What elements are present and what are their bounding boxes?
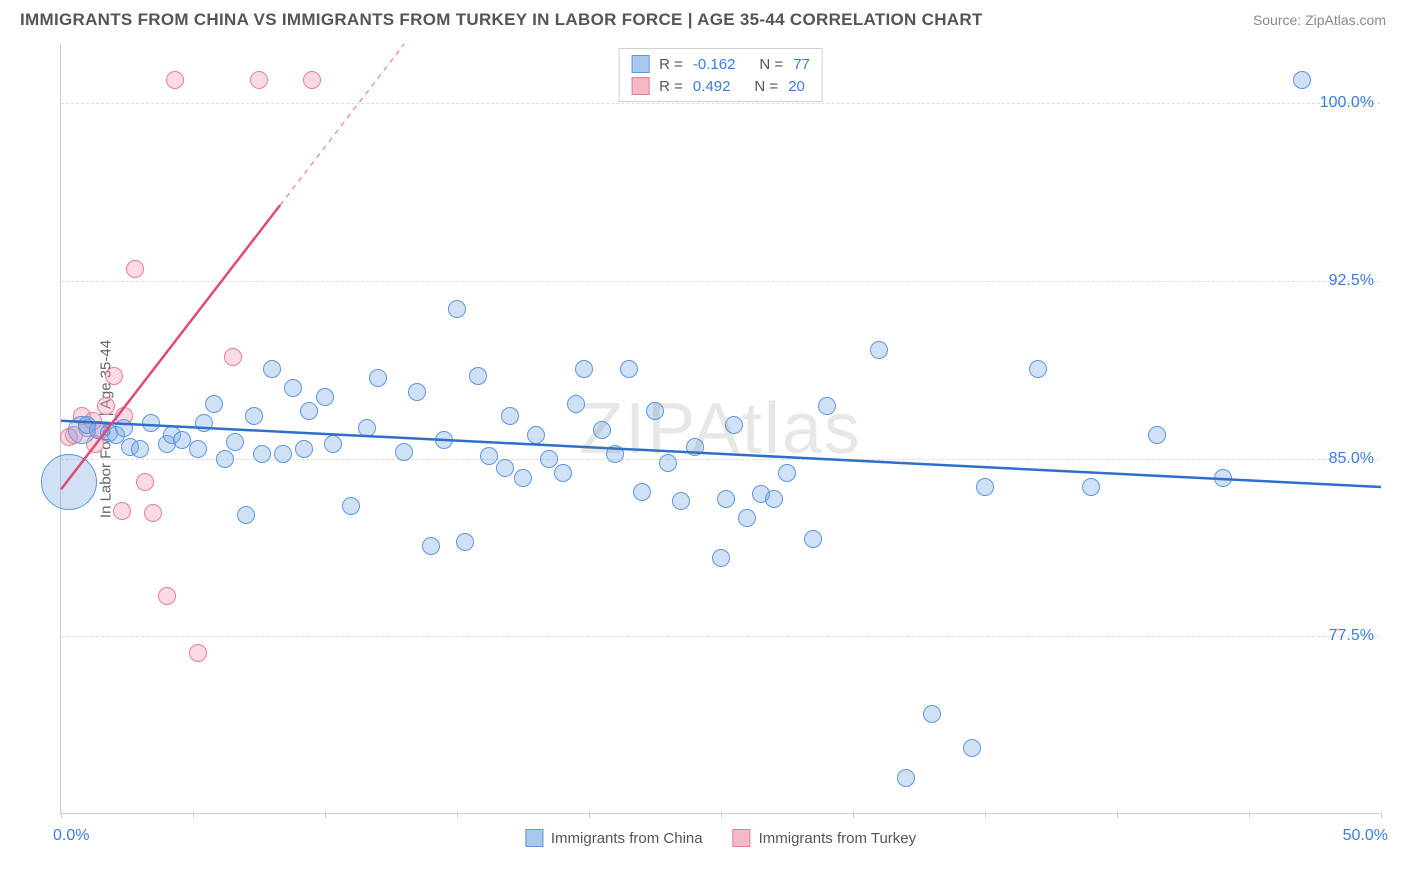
correlation-legend: R = -0.162 N = 77 R = 0.492 N = 20 (618, 48, 823, 102)
x-tick (1381, 811, 1382, 819)
x-axis-label-max: 50.0% (1343, 827, 1388, 845)
trend-line (61, 421, 1381, 487)
chart-title: IMMIGRANTS FROM CHINA VS IMMIGRANTS FROM… (20, 10, 983, 30)
legend-swatch (525, 829, 543, 847)
x-axis-label-min: 0.0% (53, 827, 89, 845)
legend-row: R = -0.162 N = 77 (631, 53, 810, 75)
chart-header: IMMIGRANTS FROM CHINA VS IMMIGRANTS FROM… (0, 0, 1406, 36)
legend-label: Immigrants from China (551, 830, 703, 847)
series-legend: Immigrants from China Immigrants from Tu… (525, 829, 916, 847)
legend-n-value: 20 (788, 78, 805, 95)
legend-r-label: R = (659, 56, 683, 73)
chart-source: Source: ZipAtlas.com (1253, 12, 1386, 28)
legend-swatch (733, 829, 751, 847)
legend-r-value: 0.492 (693, 78, 731, 95)
legend-n-value: 77 (793, 56, 810, 73)
legend-swatch (631, 55, 649, 73)
legend-row: R = 0.492 N = 20 (631, 75, 810, 97)
legend-label: Immigrants from Turkey (759, 830, 917, 847)
chart-area: In Labor Force | Age 35-44 77.5%85.0%92.… (60, 44, 1380, 814)
trend-lines (61, 44, 1380, 813)
legend-item: Immigrants from Turkey (733, 829, 917, 847)
legend-r-label: R = (659, 78, 683, 95)
legend-n-label: N = (754, 78, 778, 95)
trend-line (280, 44, 404, 205)
legend-swatch (631, 77, 649, 95)
legend-r-value: -0.162 (693, 56, 736, 73)
legend-n-label: N = (759, 56, 783, 73)
trend-line (61, 205, 280, 489)
legend-item: Immigrants from China (525, 829, 703, 847)
